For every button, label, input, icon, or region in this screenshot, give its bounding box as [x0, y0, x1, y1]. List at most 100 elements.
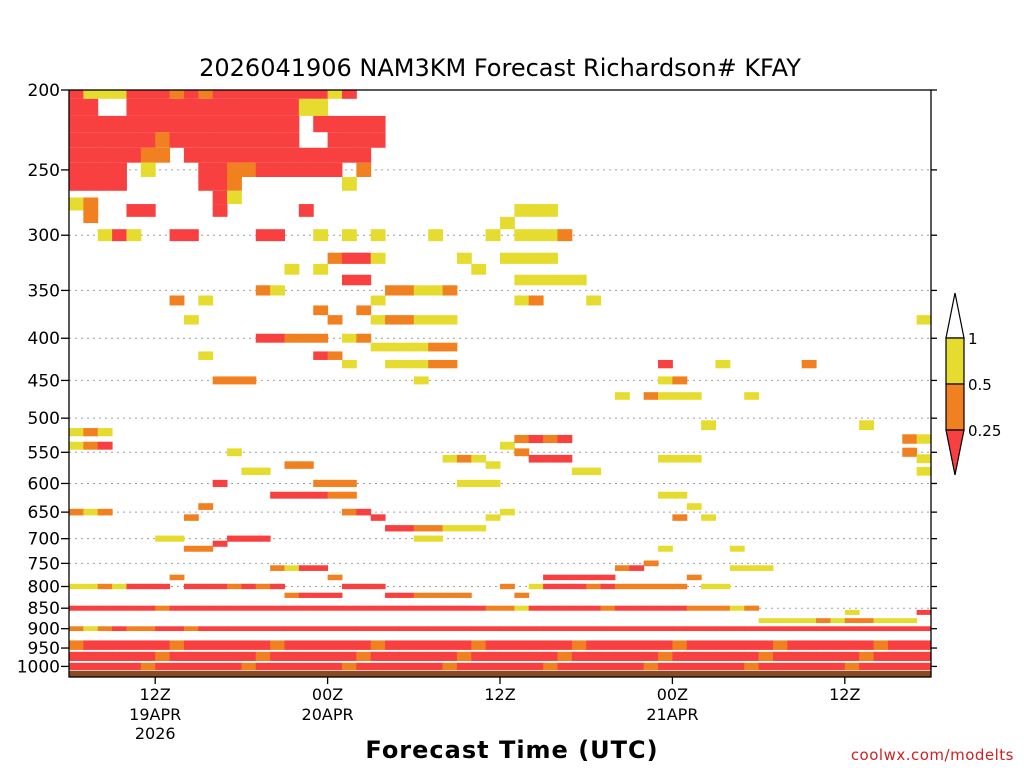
- data-cell: [313, 479, 329, 488]
- data-cell: [298, 98, 314, 116]
- data-cell: [686, 454, 702, 463]
- surface-band-cell: [126, 651, 142, 662]
- data-cell: [658, 545, 673, 552]
- data-cell: [658, 605, 673, 611]
- data-cell: [298, 204, 314, 217]
- colorbar-legend: 1 0.5 0.25: [945, 292, 1001, 476]
- data-cell: [514, 229, 530, 242]
- data-cell: [629, 605, 645, 611]
- data-cell: [341, 359, 357, 369]
- data-cell: [183, 583, 199, 590]
- surface-band-cell: [658, 640, 673, 650]
- data-cell: [313, 592, 329, 598]
- surface-band-cell: [255, 662, 271, 670]
- surface-band-cell: [873, 651, 889, 662]
- surface-band-cell: [887, 640, 903, 650]
- data-cell: [255, 162, 271, 178]
- chart-title: 2026041906 NAM3KM Forecast Richardson# K…: [199, 54, 801, 82]
- data-cell: [169, 574, 185, 581]
- data-cell: [298, 147, 314, 163]
- data-cell: [413, 525, 429, 532]
- data-cell: [227, 376, 242, 385]
- data-cell: [399, 525, 415, 532]
- data-cell: [715, 605, 731, 611]
- data-cell: [471, 263, 487, 275]
- surface-band-cell: [916, 640, 932, 650]
- y-tick-label: 450: [28, 371, 60, 391]
- surface-band-cell: [485, 651, 501, 662]
- data-cell: [112, 162, 127, 178]
- ground-layer: [69, 670, 931, 677]
- data-cell: [399, 605, 415, 611]
- data-cell: [356, 274, 372, 286]
- surface-band-cell: [212, 651, 228, 662]
- surface-band-cell: [270, 640, 285, 650]
- data-cell: [428, 315, 444, 325]
- data-cell: [169, 295, 185, 306]
- data-cell: [284, 90, 300, 99]
- surface-band-cell: [169, 662, 185, 670]
- data-cell: [399, 342, 415, 352]
- data-cell: [701, 626, 716, 632]
- data-cell: [500, 583, 515, 590]
- surface-band-cell: [614, 640, 630, 650]
- surface-band-cell: [83, 651, 99, 662]
- surface-band-cell: [428, 651, 444, 662]
- surface-band-cell: [442, 662, 458, 670]
- surface-band-cell: [212, 662, 228, 670]
- surface-band-cell: [715, 651, 731, 662]
- data-cell: [672, 491, 688, 499]
- data-cell: [241, 626, 257, 632]
- data-cell: [356, 508, 372, 516]
- data-cell: [643, 560, 659, 567]
- data-cell: [801, 618, 817, 624]
- data-cell: [844, 618, 860, 624]
- surface-band-cell: [830, 662, 846, 670]
- surface-band-cell: [571, 651, 587, 662]
- data-cell: [729, 626, 745, 632]
- data-cell: [413, 605, 429, 611]
- data-cell: [255, 90, 271, 99]
- data-cell: [672, 376, 688, 385]
- data-cell: [327, 252, 343, 264]
- data-cell: [126, 204, 142, 217]
- surface-band-cell: [83, 640, 99, 650]
- site-credit: coolwx.com/modelts: [851, 746, 1014, 764]
- surface-band-cell: [97, 651, 113, 662]
- surface-band-cell: [586, 651, 602, 662]
- data-cell: [557, 574, 573, 581]
- data-cell: [155, 132, 171, 148]
- data-cell: [97, 583, 113, 590]
- data-cell: [126, 229, 142, 242]
- surface-band-cell: [528, 651, 544, 662]
- data-cell: [902, 447, 918, 457]
- data-cell: [528, 204, 544, 217]
- surface-band-cell: [729, 662, 745, 670]
- data-cell: [255, 147, 271, 163]
- data-cell: [227, 605, 242, 611]
- surface-band-cell: [787, 651, 803, 662]
- data-cell: [586, 574, 602, 581]
- surface-band-cell: [112, 651, 127, 662]
- data-cell: [586, 467, 602, 476]
- data-cell: [198, 132, 214, 148]
- data-cell: [169, 605, 185, 611]
- data-cell: [341, 147, 357, 163]
- data-cell: [241, 132, 257, 148]
- data-cell: [586, 583, 602, 590]
- data-cell: [126, 626, 142, 632]
- data-cell: [557, 229, 573, 242]
- data-cell: [341, 333, 357, 343]
- data-cell: [356, 252, 372, 264]
- data-cell: [313, 333, 329, 343]
- data-cell: [270, 132, 285, 148]
- data-cell: [385, 342, 400, 352]
- data-cell: [198, 295, 214, 306]
- data-cell: [385, 605, 400, 611]
- data-cell: [212, 204, 228, 217]
- surface-band-cell: [97, 662, 113, 670]
- surface-band-cell: [212, 640, 228, 650]
- data-cell: [69, 428, 84, 437]
- data-cell: [557, 274, 573, 286]
- data-cell: [658, 491, 673, 499]
